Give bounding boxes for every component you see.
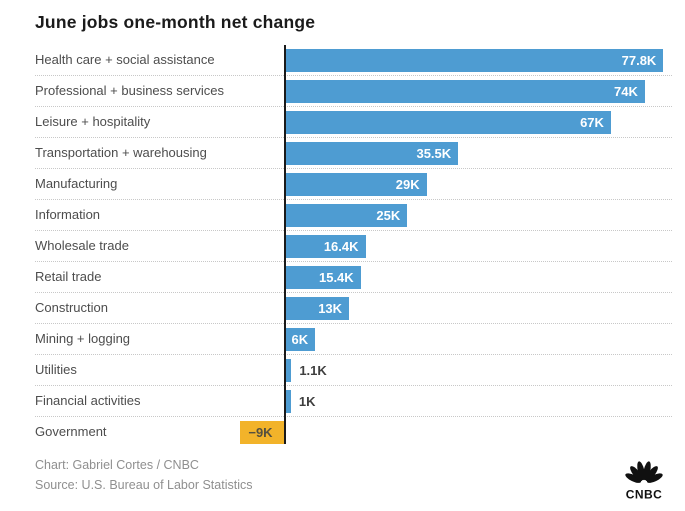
cnbc-logo: CNBC	[625, 461, 663, 501]
category-label: Mining + logging	[35, 331, 131, 346]
chart-row: Financial activities 1K	[35, 386, 672, 417]
bar-area: 25K	[284, 204, 672, 227]
chart-row: Professional + business services 74K	[35, 76, 672, 107]
chart-row: Utilities 1.1K	[35, 355, 672, 386]
bar-value-label: 6K	[291, 332, 309, 347]
bar: 16.4K	[286, 235, 366, 258]
bar-value-label: 35.5K	[416, 146, 452, 161]
bar: 74K	[286, 80, 645, 103]
chart-row: Wholesale trade 16.4K	[35, 231, 672, 262]
bar-value-label: 13K	[318, 301, 343, 316]
bar-area: 6K	[284, 328, 672, 351]
bar-value-label: 77.8K	[621, 53, 657, 68]
bar-value-label: −9K	[248, 425, 273, 440]
bar-area: 29K	[284, 173, 672, 196]
category-label: Health care + social assistance	[35, 52, 215, 67]
category-label: Information	[35, 207, 101, 222]
bar: 15.4K	[286, 266, 361, 289]
chart-rows: Health care + social assistance 77.8K Pr…	[35, 45, 672, 448]
bar: 35.5K	[286, 142, 459, 165]
bar: −9K	[240, 421, 284, 444]
bar: 6K	[286, 328, 316, 351]
chart-row: Leisure + hospitality 67K	[35, 107, 672, 138]
chart-row: Manufacturing 29K	[35, 169, 672, 200]
bar	[286, 390, 291, 413]
category-label: Construction	[35, 300, 108, 315]
bar-area: 15.4K	[284, 266, 672, 289]
category-label: Wholesale trade	[35, 238, 129, 253]
bar: 77.8K	[286, 49, 664, 72]
category-label: Transportation + warehousing	[35, 145, 207, 160]
bar-value-label: 67K	[580, 115, 604, 130]
bar-area: 74K	[284, 80, 672, 103]
bar-area: 16.4K	[284, 235, 672, 258]
category-label: Financial activities	[35, 393, 141, 408]
chart-footer: Chart: Gabriel Cortes / CNBC Source: U.S…	[35, 455, 252, 495]
bar-area: 1.1K	[284, 359, 672, 382]
bar-area: 1K	[284, 390, 672, 413]
bar-area: 67K	[284, 111, 672, 134]
category-label: Utilities	[35, 362, 77, 377]
cnbc-logo-text: CNBC	[626, 488, 663, 501]
chart-row: Retail trade 15.4K	[35, 262, 672, 293]
chart-row: Construction 13K	[35, 293, 672, 324]
bar-area: 35.5K	[284, 142, 672, 165]
axis-baseline	[284, 45, 286, 444]
bar: 13K	[286, 297, 350, 320]
bar-value-label: 15.4K	[318, 270, 354, 285]
chart-row: Government −9K	[35, 417, 672, 448]
bar-value-label: 74K	[614, 84, 638, 99]
category-label: Professional + business services	[35, 83, 224, 98]
bar-value-label: 25K	[376, 208, 401, 223]
category-label: Government	[35, 424, 107, 439]
bar-value-label-outside: 1.1K	[299, 363, 327, 378]
source-credit: Source: U.S. Bureau of Labor Statistics	[35, 478, 253, 492]
bar-area: 13K	[284, 297, 672, 320]
chart-credit: Chart: Gabriel Cortes / CNBC	[35, 458, 199, 472]
bar	[286, 359, 292, 382]
chart-title: June jobs one-month net change	[35, 12, 316, 32]
chart-row: Information 25K	[35, 200, 672, 231]
bar: 29K	[286, 173, 427, 196]
chart-row: Health care + social assistance 77.8K	[35, 45, 672, 76]
chart-row: Mining + logging 6K	[35, 324, 672, 355]
bar-area: −9K	[240, 421, 672, 444]
chart-row: Transportation + warehousing 35.5K	[35, 138, 672, 169]
bar-value-label: 29K	[395, 177, 420, 192]
bar: 25K	[286, 204, 408, 227]
bar-value-label: 16.4K	[323, 239, 359, 254]
category-label: Retail trade	[35, 269, 102, 284]
category-label: Manufacturing	[35, 176, 118, 191]
bar-area: 77.8K	[284, 49, 672, 72]
bar: 67K	[286, 111, 611, 134]
bar-value-label-outside: 1K	[298, 394, 316, 409]
bar-chart: Health care + social assistance 77.8K Pr…	[0, 45, 685, 448]
category-label: Leisure + hospitality	[35, 114, 151, 129]
